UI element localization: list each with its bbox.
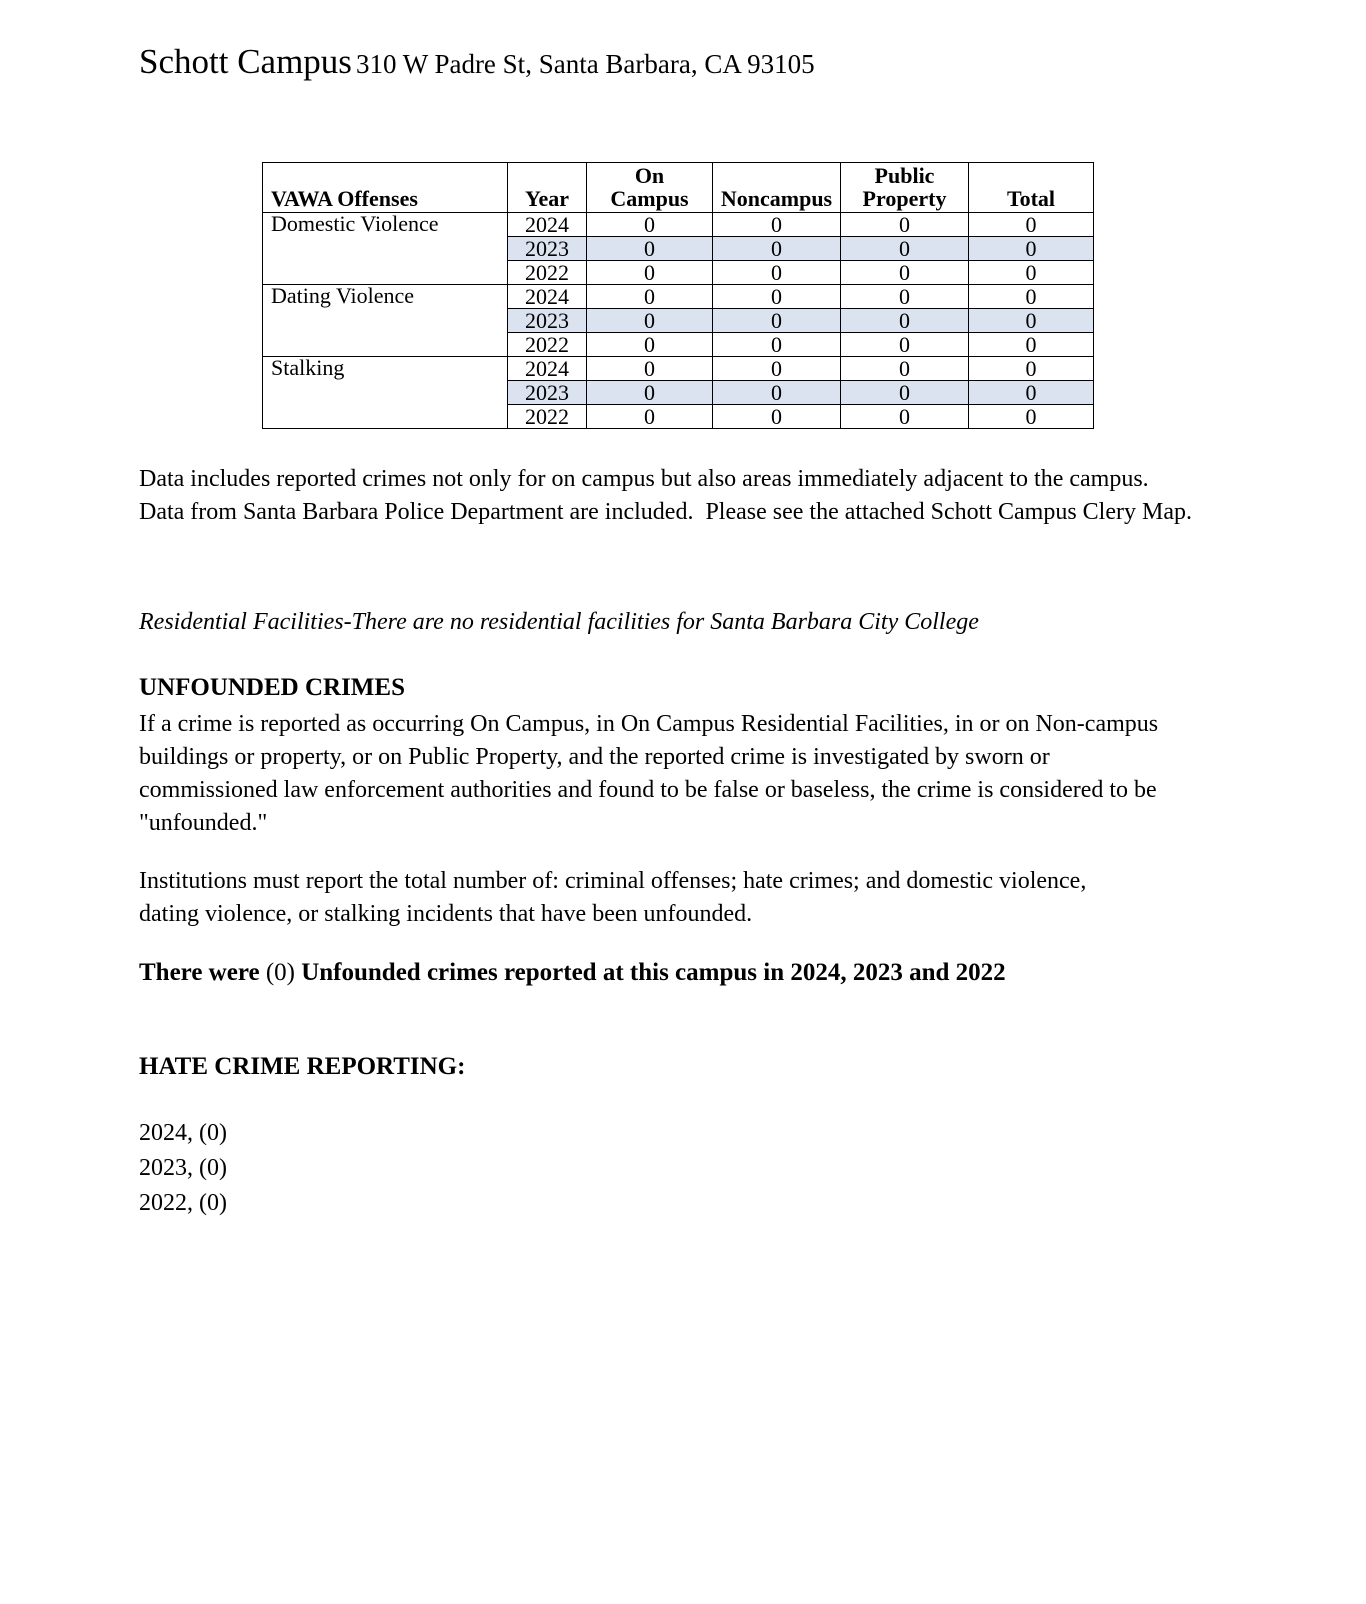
count-cell: 0 [968,404,1094,429]
count-cell: 0 [968,284,1094,309]
year-cell: 2024 [507,212,587,237]
count-cell: 0 [712,284,841,309]
count-cell: 0 [586,380,713,405]
year-cell: 2024 [507,284,587,309]
table-row: 2023 0 0 0 0 [263,236,1094,261]
column-header-vawa-offenses: VAWA Offenses [262,162,508,213]
offense-cell: Dating Violence [262,284,508,357]
year-cell: 2022 [507,260,587,285]
adjacent-data-paragraph: Data includes reported crimes not only f… [139,466,1192,525]
doc-header: Schott Campus 310 W Padre St, Santa Barb… [139,42,815,84]
count-cell: 0 [586,404,713,429]
count-cell: 0 [840,380,969,405]
count-cell: 0 [968,308,1094,333]
year-cell: 2024 [507,356,587,381]
summary-suffix: Unfounded crimes reported at this campus… [294,959,1006,986]
count-cell: 0 [712,380,841,405]
count-cell: 0 [586,236,713,261]
residential-facilities-note: Residential Facilities-There are no resi… [139,609,979,635]
table-header-row: VAWA Offenses Year On Campus Noncampus P… [262,162,1094,213]
table-row: 2023 0 0 0 0 [263,308,1094,333]
count-cell: 0 [968,332,1094,357]
count-cell: 0 [586,332,713,357]
summary-count: (0) [265,959,295,986]
hate-crime-year-line: 2023, (0) [139,1155,227,1181]
column-header-year: Year [507,162,587,213]
count-cell: 0 [968,356,1094,381]
count-cell: 0 [712,308,841,333]
unfounded-definition-paragraph: If a crime is reported as occurring On C… [139,711,1165,836]
unfounded-summary-statement: There were (0) Unfounded crimes reported… [139,956,1239,989]
hate-crime-year-line: 2024, (0) [139,1120,227,1146]
year-cell: 2023 [507,236,587,261]
column-header-public-property: Public Property [840,162,969,213]
count-cell: 0 [840,236,969,261]
count-cell: 0 [840,332,969,357]
table-row: 2022 0 0 0 0 [263,332,1094,357]
vawa-offenses-table: VAWA Offenses Year On Campus Noncampus P… [262,162,1094,429]
table-row: 2022 0 0 0 0 [263,404,1094,429]
count-cell: 0 [968,212,1094,237]
reporting-requirement-paragraph: Institutions must report the total numbe… [139,868,1093,927]
hate-crime-year-list: 2024, (0) 2023, (0) 2022, (0) [139,1116,227,1221]
count-cell: 0 [968,380,1094,405]
hate-crime-year-line: 2022, (0) [139,1190,227,1216]
campus-name: Schott Campus [139,42,352,81]
campus-address: 310 W Padre St, Santa Barbara, CA 93105 [355,49,815,79]
count-cell: 0 [840,284,969,309]
count-cell: 0 [712,404,841,429]
count-cell: 0 [712,212,841,237]
count-cell: 0 [712,236,841,261]
year-cell: 2023 [507,380,587,405]
column-header-noncampus: Noncampus [712,162,841,213]
offense-cell: Domestic Violence [262,212,508,285]
count-cell: 0 [712,260,841,285]
table-row: 2023 0 0 0 0 [263,380,1094,405]
summary-prefix: There were [139,959,266,986]
hate-crime-heading: HATE CRIME REPORTING: [139,1053,466,1080]
count-cell: 0 [840,356,969,381]
count-cell: 0 [968,260,1094,285]
table-row: Dating Violence 2024 0 0 0 0 [262,284,1094,357]
count-cell: 0 [840,260,969,285]
count-cell: 0 [586,212,713,237]
year-cell: 2022 [507,332,587,357]
table-row: Stalking 2024 0 0 0 0 [262,356,1094,429]
year-cell: 2023 [507,308,587,333]
count-cell: 0 [586,284,713,309]
count-cell: 0 [712,356,841,381]
column-header-total: Total [968,162,1094,213]
count-cell: 0 [968,236,1094,261]
offense-cell: Stalking [262,356,508,429]
count-cell: 0 [840,404,969,429]
count-cell: 0 [586,260,713,285]
year-cell: 2022 [507,404,587,429]
unfounded-crimes-heading: UNFOUNDED CRIMES [139,674,405,701]
count-cell: 0 [586,308,713,333]
count-cell: 0 [840,212,969,237]
column-header-on-campus: On Campus [586,162,713,213]
count-cell: 0 [712,332,841,357]
count-cell: 0 [840,308,969,333]
table-row: Domestic Violence 2024 0 0 0 0 [262,212,1094,285]
count-cell: 0 [586,356,713,381]
